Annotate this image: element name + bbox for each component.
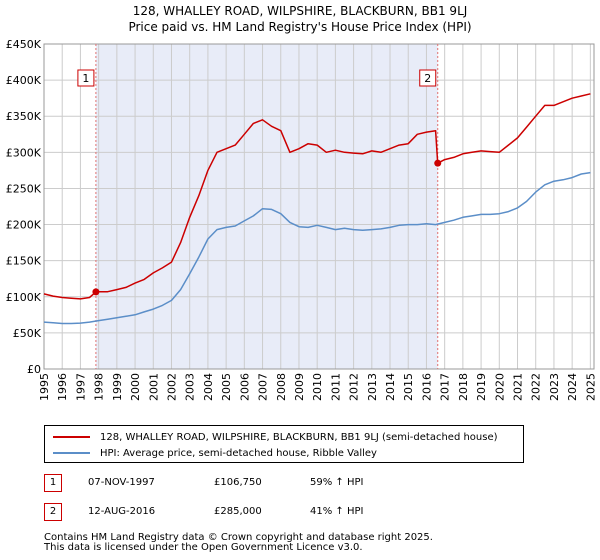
x-tick-label: 2010 [311,373,324,401]
x-tick-label: 2025 [584,373,597,401]
x-tick-label: 2000 [129,373,142,401]
y-tick-label: £50K [13,327,42,340]
x-tick-label: 1999 [111,373,124,401]
sale-date-1: 07-NOV-1997 [88,477,155,488]
legend-swatch-red [53,436,90,438]
sale-badge-2: 2 [44,503,62,521]
chart-subtitle: Price paid vs. HM Land Registry's House … [128,20,472,34]
sale-point [92,288,100,296]
x-tick-label: 2012 [348,373,361,401]
x-tick-label: 2007 [257,373,270,401]
y-tick-label: £250K [6,182,42,195]
footer: Contains HM Land Registry data © Crown c… [44,533,433,553]
x-tick-label: 2004 [202,373,215,401]
y-tick-label: £200K [6,219,42,232]
x-tick-label: 2008 [275,373,288,401]
x-tick-label: 1998 [93,373,106,401]
x-tick-label: 2021 [512,373,525,401]
legend-swatch-blue [53,452,90,454]
x-tick-label: 1995 [38,373,51,401]
annotation-label: 2 [424,72,431,85]
x-tick-label: 1997 [74,373,87,401]
x-tick-label: 2023 [548,373,561,401]
sale-row-2: 2 12-AUG-2016 £285,000 41% ↑ HPI [44,503,564,521]
sale-row-1: 1 07-NOV-1997 £106,750 59% ↑ HPI [44,474,564,492]
y-tick-label: £350K [6,110,42,123]
x-tick-label: 2009 [293,373,306,401]
annotation-box [419,69,437,87]
sale-date-2: 12-AUG-2016 [88,506,156,517]
x-tick-label: 2017 [439,373,452,401]
x-tick-label: 2022 [530,373,543,401]
y-tick-label: £400K [6,74,42,87]
sale-hpi-2: 41% ↑ HPI [310,506,364,517]
x-tick-label: 2016 [420,373,433,401]
x-tick-label: 2019 [475,373,488,401]
legend-label-hpi: HPI: Average price, semi-detached house,… [100,447,377,459]
series-line-hpi [43,171,591,325]
x-tick-label: 2001 [147,373,160,401]
annotation-label: 1 [82,72,89,85]
price-chart: £0 £50K £100K £150K £200K £250K £300K £350K £400… [6,38,598,401]
y-tick-label: £100K [6,291,42,304]
x-tick-label: 2006 [238,373,251,401]
series-line-property [43,93,591,300]
annotation-box [77,69,95,87]
sale-price-2: £285,000 [214,506,262,517]
x-tick-label: 2005 [220,373,233,401]
sale-point [434,159,442,167]
footer-line-1: Contains HM Land Registry data © Crown c… [44,532,433,543]
legend-item-property: 128, WHALLEY ROAD, WILPSHIRE, BLACKBURN,… [53,429,498,445]
x-tick-label: 2011 [329,373,342,401]
legend-item-hpi: HPI: Average price, semi-detached house,… [53,445,377,461]
x-tick-label: 2002 [165,373,178,401]
y-tick-label: £0 [27,363,41,376]
footer-line-2: This data is licensed under the Open Gov… [44,542,363,553]
legend: 128, WHALLEY ROAD, WILPSHIRE, BLACKBURN,… [44,425,524,463]
x-tick-label: 2014 [384,373,397,401]
chart-title: 128, WHALLEY ROAD, WILPSHIRE, BLACKBURN,… [132,4,468,18]
x-tick-label: 2015 [402,373,415,401]
x-tick-label: 1996 [56,373,69,401]
sale-hpi-1: 59% ↑ HPI [310,477,364,488]
x-tick-label: 2003 [184,373,197,401]
x-tick-label: 2024 [566,373,579,401]
y-tick-label: £300K [6,146,42,159]
x-tick-label: 2020 [493,373,506,401]
y-tick-label: £150K [6,255,42,268]
sale-price-1: £106,750 [214,477,262,488]
sale-badge-1: 1 [44,474,62,492]
x-tick-label: 2018 [457,373,470,401]
plot-frame [43,43,595,370]
y-tick-label: £450K [6,38,42,51]
shaded-ownership-period [95,44,438,369]
x-tick-label: 2013 [366,373,379,401]
legend-label-property: 128, WHALLEY ROAD, WILPSHIRE, BLACKBURN,… [100,431,498,443]
